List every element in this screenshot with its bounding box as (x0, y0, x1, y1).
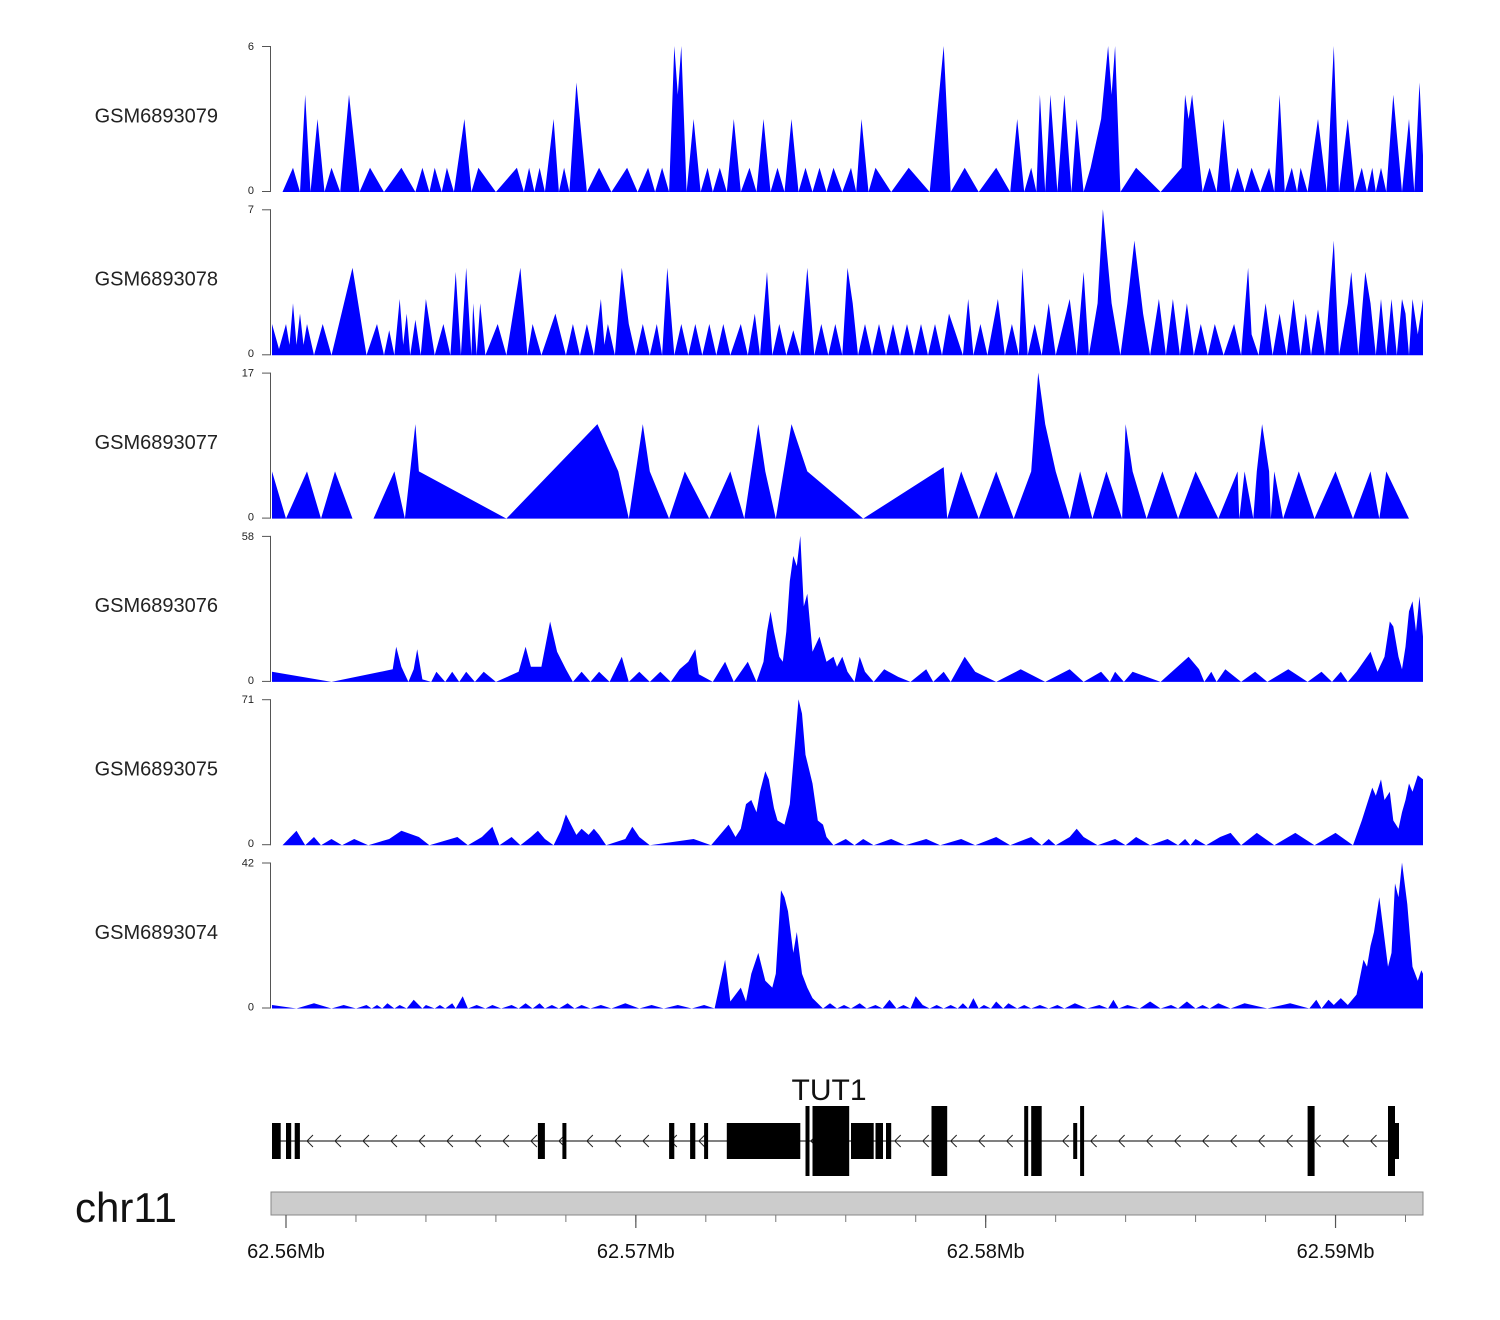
strand-arrow (1061, 1134, 1070, 1148)
exon (1080, 1106, 1085, 1176)
strand-arrow (1117, 1134, 1125, 1148)
strand-arrow (1369, 1134, 1377, 1148)
strand-arrow (1201, 1134, 1209, 1148)
strand-arrow (502, 1134, 510, 1148)
strand-arrow (446, 1134, 454, 1148)
exon (931, 1106, 948, 1176)
strand-arrow (614, 1134, 622, 1148)
exon (851, 1123, 874, 1159)
x-tick-label: 62.57Mb (597, 1241, 675, 1263)
track-label: GSM6893079 (95, 105, 218, 127)
exon (294, 1123, 300, 1159)
track-GSM6893074: GSM6893074 42 0 (95, 857, 1423, 1013)
gene-name-label: TUT1 (792, 1074, 867, 1107)
y-max-label: 71 (242, 694, 254, 706)
y-min-label: 0 (248, 838, 254, 850)
track-label: GSM6893077 (95, 432, 218, 454)
exon (812, 1106, 850, 1176)
exon (1073, 1123, 1078, 1159)
y-max-label: 17 (242, 368, 254, 380)
strand-arrow (977, 1134, 986, 1148)
strand-arrow (1173, 1134, 1181, 1148)
strand-arrow (1341, 1134, 1349, 1148)
exon (272, 1123, 281, 1159)
track-label: GSM6893075 (95, 758, 218, 780)
track-GSM6893077: GSM6893077 17 0 (95, 368, 1409, 524)
y-min-label: 0 (248, 185, 254, 197)
genome-axis-track: chr11 62.56Mb 62.57Mb 62.58Mb 62.59Mb (75, 1184, 1424, 1263)
strand-arrow (1145, 1134, 1153, 1148)
track-GSM6893078: GSM6893078 7 0 (95, 204, 1423, 360)
x-tick-label: 62.58Mb (947, 1241, 1025, 1263)
strand-arrow (306, 1134, 314, 1148)
exon (1388, 1106, 1395, 1176)
coverage-area (272, 209, 1423, 356)
track-label: GSM6893078 (95, 269, 218, 291)
y-min-label: 0 (248, 348, 254, 360)
x-tick-label: 62.56Mb (247, 1241, 325, 1263)
exon (286, 1123, 292, 1159)
y-min-label: 0 (248, 512, 254, 524)
track-GSM6893075: GSM6893075 71 0 (95, 694, 1423, 850)
exon (704, 1123, 709, 1159)
strand-arrow (1257, 1134, 1265, 1148)
data-tracks: GSM689307960GSM689307870GSM6893077170GSM… (95, 41, 1423, 1013)
coverage-area (282, 46, 1423, 192)
chromosome-bar (270, 1191, 1424, 1216)
strand-arrow (1005, 1134, 1014, 1148)
strand-arrow (642, 1134, 650, 1148)
exon (1307, 1106, 1315, 1176)
strand-arrow (949, 1134, 958, 1148)
strand-arrow (586, 1134, 594, 1148)
track-GSM6893076: GSM6893076 58 0 (95, 531, 1423, 687)
track-GSM6893079: GSM6893079 6 0 (95, 41, 1423, 197)
y-max-label: 6 (248, 41, 254, 53)
exon (1031, 1106, 1042, 1176)
exon (805, 1106, 810, 1176)
strand-arrow (334, 1134, 342, 1148)
exon (1024, 1106, 1029, 1176)
exon (1395, 1123, 1399, 1159)
strand-arrow (390, 1134, 398, 1148)
strand-arrow (894, 1134, 902, 1148)
strand-arrow (530, 1134, 538, 1148)
coverage-area (272, 862, 1423, 1009)
coverage-area (272, 372, 1409, 519)
y-min-label: 0 (248, 675, 254, 687)
y-min-label: 0 (248, 1001, 254, 1013)
exon (875, 1123, 880, 1159)
exon (669, 1123, 675, 1159)
exon (562, 1123, 567, 1159)
coverage-area (282, 699, 1423, 846)
exon (726, 1123, 801, 1159)
strand-arrow (418, 1134, 426, 1148)
strand-arrow (698, 1134, 706, 1148)
exon (879, 1123, 883, 1159)
exon (886, 1123, 892, 1159)
gene-model-track: TUT1 (272, 1074, 1399, 1176)
y-max-label: 7 (248, 204, 254, 216)
exon (690, 1123, 696, 1159)
y-max-label: 42 (242, 857, 254, 869)
exon (537, 1123, 545, 1159)
chromosome-label: chr11 (75, 1184, 177, 1231)
track-label: GSM6893074 (95, 922, 218, 944)
y-max-label: 58 (242, 531, 254, 543)
track-label: GSM6893076 (95, 595, 218, 617)
strand-arrow (474, 1134, 482, 1148)
strand-arrow (1229, 1134, 1237, 1148)
strand-arrow (362, 1134, 370, 1148)
strand-arrow (922, 1134, 930, 1148)
x-tick-label: 62.59Mb (1297, 1241, 1375, 1263)
coverage-area (272, 535, 1423, 682)
strand-arrow (1285, 1134, 1293, 1148)
strand-arrow (1089, 1134, 1097, 1148)
